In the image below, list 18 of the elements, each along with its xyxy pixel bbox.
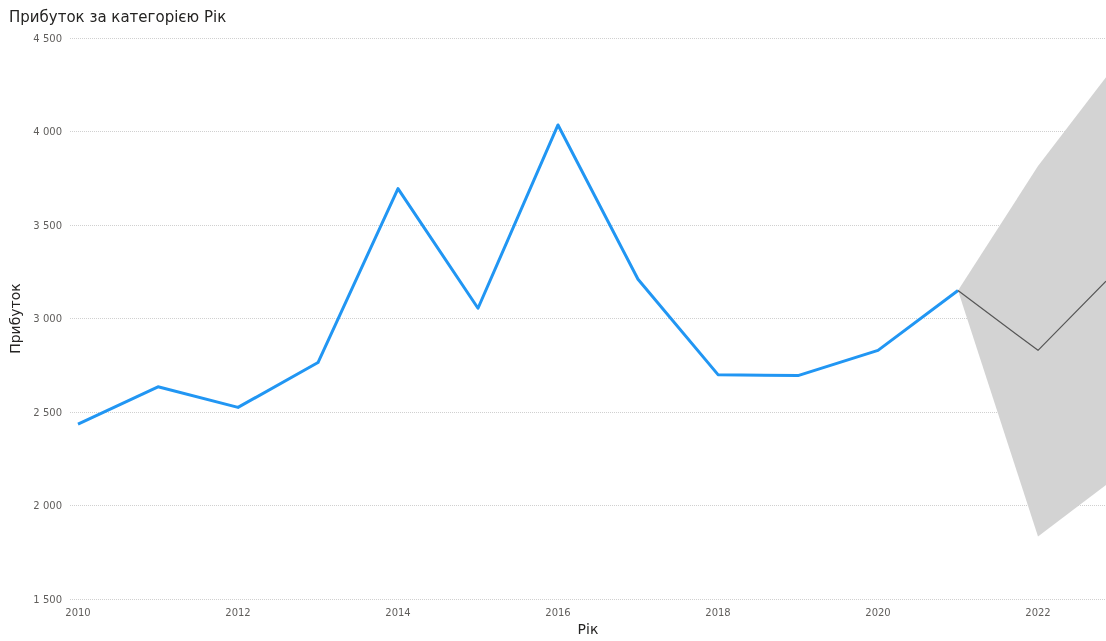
y-tick-label: 4 000 xyxy=(33,126,62,138)
y-tick-label: 3 000 xyxy=(33,313,62,325)
y-axis-title: Прибуток xyxy=(7,283,23,354)
x-tick-label: 2016 xyxy=(545,606,571,618)
x-tick-label: 2014 xyxy=(385,606,411,618)
line-series xyxy=(76,123,960,426)
x-tick-label: 2020 xyxy=(865,606,891,618)
y-tick-label: 1 500 xyxy=(33,593,62,605)
y-tick-label: 2 000 xyxy=(33,500,62,512)
x-tick-label: 2018 xyxy=(705,606,731,618)
y-tick-label: 3 500 xyxy=(33,219,62,231)
y-tick-label: 4 500 xyxy=(33,32,62,44)
chart-title: Прибуток за категорією Рік xyxy=(9,7,227,26)
x-tick-label: 2022 xyxy=(1025,606,1051,618)
x-tick-label: 2012 xyxy=(225,606,251,618)
y-tick-label: 2 500 xyxy=(33,406,62,418)
x-axis-title: Рік xyxy=(577,621,599,637)
x-tick-label: 2010 xyxy=(65,606,91,618)
